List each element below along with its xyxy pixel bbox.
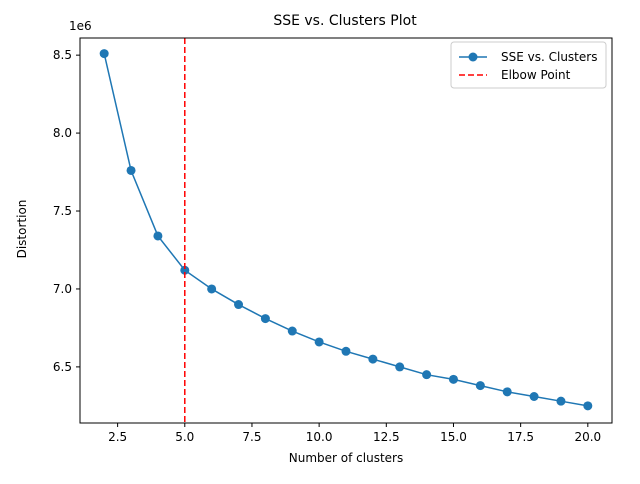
data-point — [234, 300, 244, 310]
x-tick-label: 2.5 — [108, 430, 127, 444]
y-tick-label: 7.5 — [53, 204, 72, 218]
x-tick-label: 10.0 — [306, 430, 333, 444]
y-tick-label: 8.0 — [53, 126, 72, 140]
data-point — [529, 392, 539, 402]
data-point — [287, 326, 297, 336]
x-tick-label: 15.0 — [440, 430, 467, 444]
x-tick-label: 7.5 — [242, 430, 261, 444]
data-point — [126, 165, 136, 175]
y-tick-label: 7.0 — [53, 282, 72, 296]
legend-series-marker — [468, 52, 478, 62]
data-point — [583, 401, 593, 411]
data-point — [260, 314, 270, 324]
y-tick-label: 6.5 — [53, 360, 72, 374]
data-point — [99, 49, 109, 59]
plot-frame — [79, 37, 613, 424]
plot-layer: 2.5 5.0 7.5 10.0 12.5 15.0 17.5 20.0 6.5 7.0 7.5 8.… — [53, 38, 601, 444]
x-axis-label: Number of clusters — [289, 451, 403, 465]
legend: SSE vs. Clusters Elbow Point — [450, 41, 607, 89]
legend-box — [450, 41, 607, 89]
legend-series-label: SSE vs. Clusters — [501, 50, 597, 64]
y-axis-label: Distortion — [15, 200, 29, 259]
x-tick-label: 12.5 — [373, 430, 400, 444]
data-point — [475, 381, 485, 391]
y-tick-label: 8.5 — [53, 48, 72, 62]
x-tick-label: 20.0 — [574, 430, 601, 444]
x-tick-label: 5.0 — [175, 430, 194, 444]
y-offset-label: 1e6 — [69, 19, 92, 33]
x-tick-label: 17.5 — [507, 430, 534, 444]
data-point — [341, 346, 351, 356]
data-point — [556, 396, 566, 406]
data-point — [314, 337, 324, 347]
data-point — [448, 374, 458, 384]
data-point — [153, 231, 163, 241]
legend-elbow-label: Elbow Point — [501, 68, 571, 82]
chart-title: SSE vs. Clusters Plot — [273, 13, 417, 29]
data-point — [207, 284, 217, 294]
data-point — [395, 362, 405, 372]
data-point — [180, 265, 190, 275]
data-point — [422, 370, 432, 380]
data-point — [502, 387, 512, 397]
data-point — [368, 354, 378, 364]
